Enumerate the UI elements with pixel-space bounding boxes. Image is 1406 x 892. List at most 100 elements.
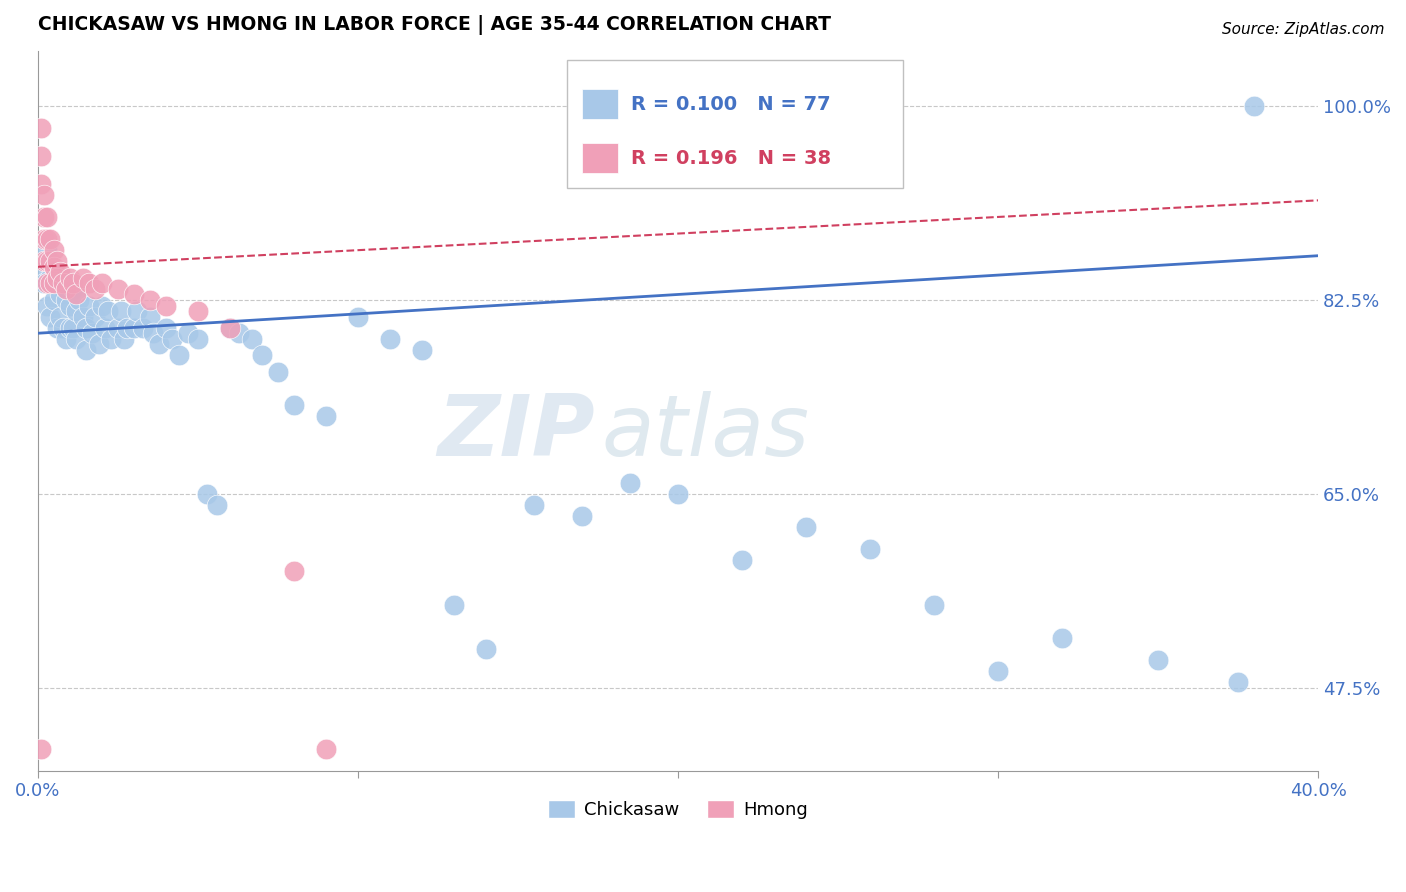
- Legend: Chickasaw, Hmong: Chickasaw, Hmong: [541, 793, 815, 827]
- Text: ZIP: ZIP: [437, 391, 595, 474]
- Point: [411, 343, 433, 357]
- Point: [59, 299, 82, 313]
- Point: [666, 487, 689, 501]
- Point: [75, 320, 97, 334]
- Point: [39, 277, 62, 291]
- Point: [97, 304, 120, 318]
- Point: [1227, 675, 1250, 690]
- FancyBboxPatch shape: [582, 143, 617, 173]
- Point: [37, 254, 59, 268]
- Point: [72, 310, 94, 324]
- Point: [378, 332, 401, 346]
- Point: [177, 326, 200, 341]
- Point: [45, 320, 67, 334]
- Point: [32, 277, 55, 291]
- Point: [142, 326, 165, 341]
- Point: [45, 277, 67, 291]
- Point: [112, 332, 135, 346]
- Point: [32, 210, 55, 224]
- Point: [267, 365, 290, 379]
- Point: [32, 254, 55, 268]
- Point: [794, 520, 817, 534]
- Point: [84, 310, 107, 324]
- Point: [42, 243, 65, 257]
- Point: [283, 398, 305, 412]
- Point: [30, 121, 52, 136]
- Point: [62, 320, 84, 334]
- Point: [619, 475, 641, 490]
- Text: R = 0.196   N = 38: R = 0.196 N = 38: [630, 149, 831, 168]
- Point: [475, 641, 498, 656]
- Point: [187, 332, 209, 346]
- Point: [122, 320, 145, 334]
- Point: [42, 260, 65, 274]
- Point: [55, 293, 77, 307]
- Point: [65, 332, 87, 346]
- Point: [65, 287, 87, 301]
- Point: [52, 320, 75, 334]
- Point: [167, 348, 190, 362]
- Point: [122, 287, 145, 301]
- Point: [45, 271, 67, 285]
- Point: [240, 332, 263, 346]
- Point: [987, 664, 1010, 678]
- Text: atlas: atlas: [602, 391, 808, 474]
- Point: [52, 277, 75, 291]
- Point: [205, 498, 228, 512]
- Point: [155, 320, 177, 334]
- Point: [90, 299, 112, 313]
- Point: [49, 287, 72, 301]
- Point: [859, 542, 882, 557]
- Point: [125, 304, 148, 318]
- Point: [32, 260, 55, 274]
- Point: [1147, 653, 1170, 667]
- Point: [571, 508, 593, 523]
- Point: [922, 598, 945, 612]
- Point: [30, 149, 52, 163]
- Text: Source: ZipAtlas.com: Source: ZipAtlas.com: [1222, 22, 1385, 37]
- Point: [138, 293, 160, 307]
- Point: [77, 277, 100, 291]
- Point: [42, 260, 65, 274]
- Point: [110, 304, 132, 318]
- Point: [42, 293, 65, 307]
- Point: [59, 320, 82, 334]
- Point: [218, 320, 240, 334]
- Point: [55, 282, 77, 296]
- Point: [32, 232, 55, 246]
- Point: [1243, 99, 1265, 113]
- Point: [117, 320, 139, 334]
- Point: [138, 310, 160, 324]
- Text: CHICKASAW VS HMONG IN LABOR FORCE | AGE 35-44 CORRELATION CHART: CHICKASAW VS HMONG IN LABOR FORCE | AGE …: [38, 15, 831, 35]
- Point: [148, 337, 170, 351]
- Point: [39, 271, 62, 285]
- Point: [94, 320, 117, 334]
- Point: [30, 741, 52, 756]
- FancyBboxPatch shape: [567, 60, 903, 188]
- Point: [315, 741, 337, 756]
- Point: [37, 210, 59, 224]
- Point: [39, 310, 62, 324]
- Point: [39, 232, 62, 246]
- Point: [37, 232, 59, 246]
- Point: [82, 326, 104, 341]
- Point: [52, 271, 75, 285]
- Point: [37, 299, 59, 313]
- Point: [59, 271, 82, 285]
- FancyBboxPatch shape: [582, 89, 617, 120]
- Point: [346, 310, 368, 324]
- Point: [90, 277, 112, 291]
- Point: [160, 332, 183, 346]
- Point: [107, 282, 129, 296]
- Point: [62, 277, 84, 291]
- Point: [32, 187, 55, 202]
- Point: [49, 310, 72, 324]
- Point: [283, 565, 305, 579]
- Point: [49, 265, 72, 279]
- Point: [731, 553, 754, 567]
- Point: [155, 299, 177, 313]
- Point: [107, 320, 129, 334]
- Point: [218, 320, 240, 334]
- Point: [228, 326, 250, 341]
- Point: [62, 282, 84, 296]
